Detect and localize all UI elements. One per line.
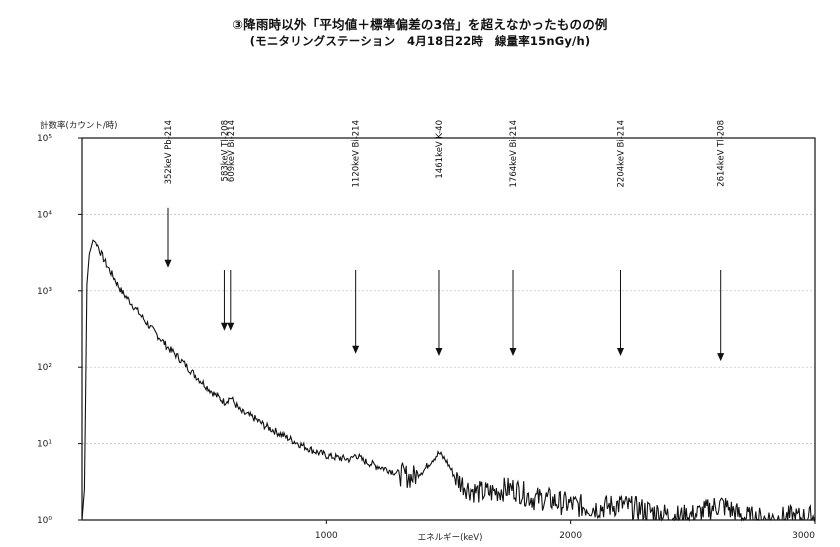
peak-label: 1461keV K-40 [435,120,445,179]
peak-label: 609keV Bi-214 [227,120,237,182]
peak-label: 1120keV Bi-214 [352,120,362,187]
y-tick-label: 10³ [37,287,52,297]
y-tick-label: 10¹ [37,440,52,450]
x-tick-label: 2000 [559,531,582,541]
peak-label: 352keV Pb-214 [164,120,174,184]
peak-label: 583keV Tl-208 [220,120,230,181]
peak-arrowhead [717,353,725,362]
y-tick-label: 10⁴ [37,210,52,220]
chart-subtitle: (モニタリングステーション 4月18日22時 線量率15nGy/h) [249,34,591,48]
y-tick-label: 10² [37,363,52,373]
y-tick-label: 10⁵ [37,134,52,144]
y-axis-ticks: 10⁰ 10¹ 10² 10³ 10⁴ 10⁵ [37,134,82,526]
plot-frame [81,137,816,521]
y-tick-label: 10⁰ [37,516,52,526]
x-tick-label: 3000 [792,531,815,541]
peak-arrowhead [220,322,228,331]
peak-arrowhead [435,348,443,357]
spectrum-line [81,239,816,523]
chart-title: ③降雨時以外「平均値＋標準偏差の3倍」を超えなかったものの例 [232,17,608,32]
peak-arrowhead [164,259,172,268]
x-axis-label: エネルギー(keV) [418,533,483,543]
grid-lines [82,214,815,444]
peak-arrowhead [509,348,517,357]
peak-arrowhead [227,322,235,331]
y-axis-label: 計数率(カウント/時) [40,120,118,131]
x-axis-ticks: 1000 2000 3000 [315,520,816,541]
peak-arrowhead [352,345,360,354]
peak-label: 1764keV Bi-214 [509,120,519,187]
peak-label: 2614keV Tl-208 [717,120,727,187]
peak-label: 2204keV Bi-214 [617,120,627,187]
peak-arrowhead [617,348,625,357]
x-tick-label: 1000 [315,531,338,541]
